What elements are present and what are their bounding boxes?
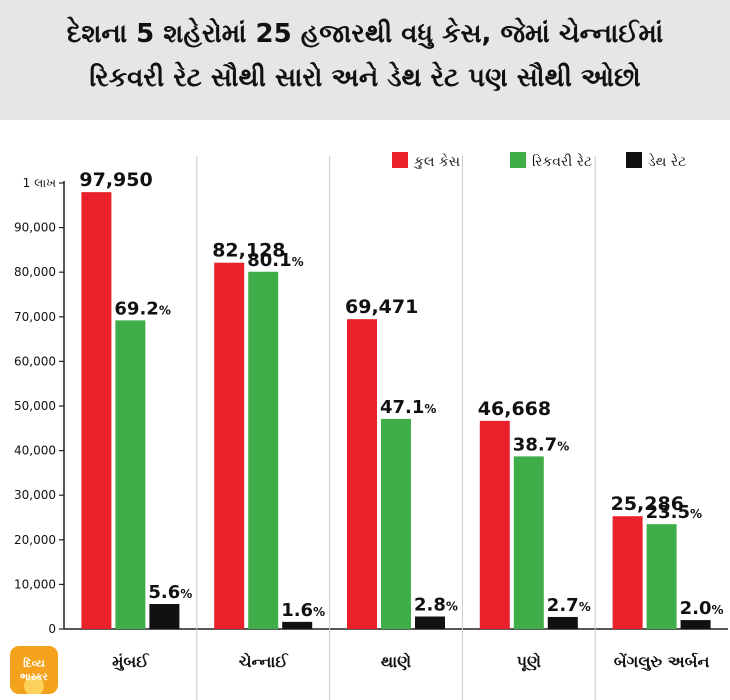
legend-label: રિકવરી રેટ [532,153,592,170]
y-tick-label: 0 [48,622,56,636]
legend-swatch [626,152,642,168]
rate-label: 1.6% [281,600,325,621]
bar-recovery-rate [115,320,146,629]
bar-total-cases [214,262,245,629]
bar-death-rate [680,620,711,629]
bar-death-rate [547,616,578,629]
y-tick-label: 20,000 [14,533,56,547]
bar-death-rate [415,616,445,629]
headline-line-1: દેશના 5 શહેરોમાં 25 હજારથી વધુ કેસ, જેમા… [66,19,664,49]
total-cases-label: 82,128 [212,240,285,262]
logo-line-2: ભાસ્કર [20,672,48,683]
rate-unit: % [690,507,702,521]
rate-unit: % [579,600,591,614]
bar-recovery-rate [381,418,411,629]
rate-unit: % [159,303,171,317]
y-tick-label: 80,000 [14,265,56,279]
bar-death-rate [282,621,313,629]
y-tick-label: 1 લાખ [23,176,56,190]
bar-total-cases [479,420,510,629]
rate-unit: % [711,603,723,617]
legend-swatch [392,152,408,168]
legend-label: કુલ કેસ [413,153,460,170]
rate-label: 69.2% [114,298,170,319]
city-label: થાણે [381,651,411,671]
bar-recovery-rate [646,524,677,629]
bar-recovery-rate [248,271,279,629]
total-cases-label: 46,668 [478,398,551,420]
bar-chart: 0 10,000 20,000 30,000 40,000 50,000 60,000 70,… [14,152,728,700]
logo-line-1: દિવ્ય [23,657,45,670]
chart-header: દેશના 5 શહેરોમાં 25 હજારથી વધુ કેસ, જેમા… [0,0,730,120]
legend-label: ડેથ રેટ [648,153,686,170]
y-tick-label: 90,000 [14,221,56,235]
rate-label: 2.7% [547,595,591,616]
rate-label: 2.0% [680,598,724,619]
bar-total-cases [612,516,643,629]
divya-bhaskar-logo: દિવ્ય ભાસ્કર [10,646,58,694]
rate-label: 2.8% [414,595,458,616]
rate-label: 80.1% [247,250,303,271]
city-label: મુંબઈ [112,652,150,672]
rate-label: 5.6% [148,582,192,603]
city-label: પૂણે [517,651,541,672]
rate-unit: % [292,255,304,269]
headline-line-2: રિકવરી રેટ સૌથી સારો અને ડેથ રેટ પણ સૌથી… [89,63,641,93]
rate-unit: % [180,587,192,601]
y-tick-label: 30,000 [14,488,56,502]
rate-unit: % [424,402,436,416]
total-cases-label: 25,286 [611,493,684,515]
rate-label: 23.5% [646,502,702,523]
logo-sun-icon [24,676,44,694]
y-tick-label: 60,000 [14,354,56,368]
city-label: બેંગલુરુ અર્બન [614,651,710,672]
bar-total-cases [81,192,112,629]
rate-unit: % [446,600,458,614]
bar-total-cases [347,319,377,629]
y-tick-label: 10,000 [14,577,56,591]
y-tick-label: 50,000 [14,399,56,413]
bar-recovery-rate [513,456,544,629]
city-label: ચેન્નાઈ [239,651,290,671]
y-tick-label: 40,000 [14,444,56,458]
total-cases-label: 69,471 [345,296,418,318]
total-cases-label: 97,950 [79,169,152,191]
legend-swatch [510,152,526,168]
rate-label: 47.1% [380,397,436,418]
rate-unit: % [557,439,569,453]
rate-label: 38.7% [513,434,569,455]
bar-death-rate [149,604,180,629]
y-tick-label: 70,000 [14,310,56,324]
rate-unit: % [313,605,325,619]
